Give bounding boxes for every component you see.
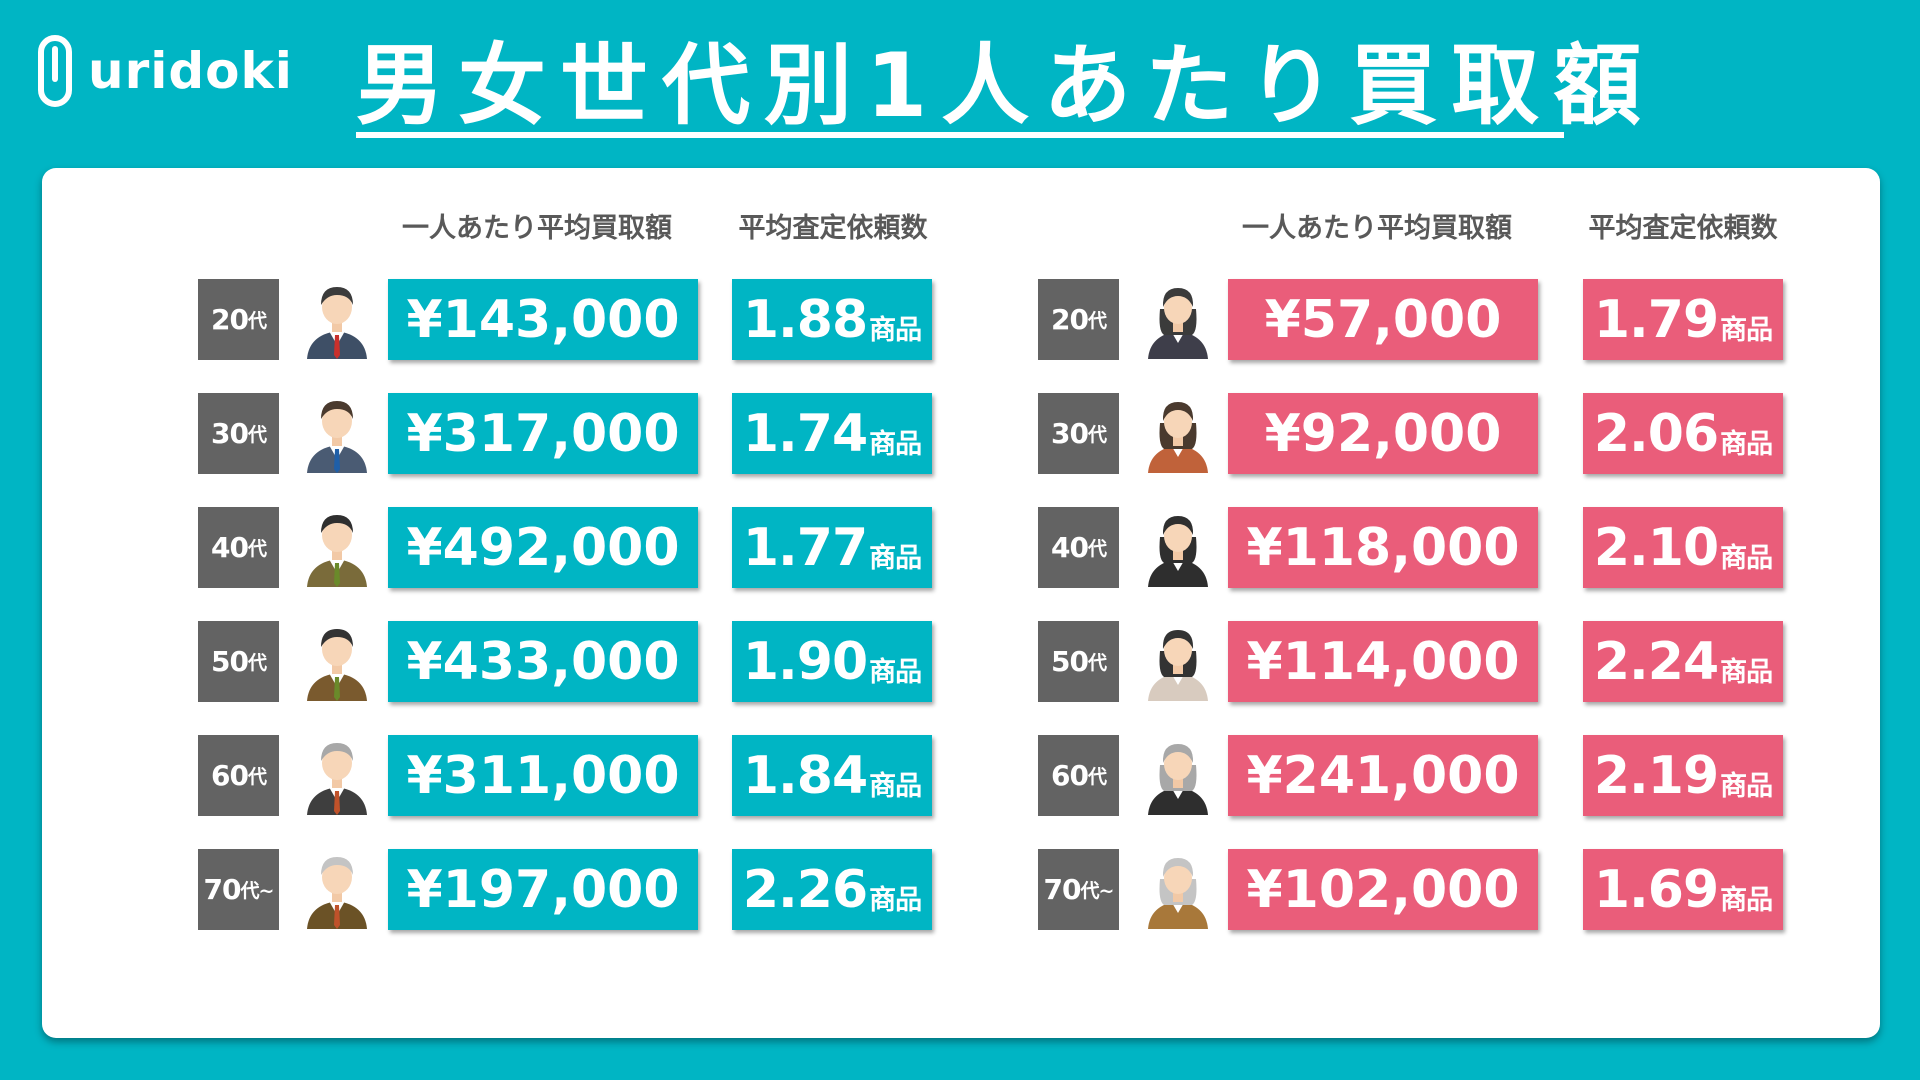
female-age-label: 50 代 — [1038, 621, 1119, 702]
female-amount-value: ¥57,000 — [1228, 279, 1538, 360]
count-unit: 商品 — [1720, 657, 1773, 688]
title-underline — [356, 132, 1564, 138]
senior-man-icon — [301, 735, 373, 815]
female-age-label: 20 代 — [1038, 279, 1119, 360]
middle-aged-man-icon — [301, 621, 373, 701]
male-count-header: 平均査定依頼数 — [738, 213, 928, 244]
male-age-label: 30 代 — [198, 393, 279, 474]
male-amount-value: ¥492,000 — [388, 507, 698, 588]
count-unit: 商品 — [869, 885, 922, 916]
count-unit: 商品 — [869, 771, 922, 802]
female-amount-value: ¥241,000 — [1228, 735, 1538, 816]
female-amount-header: 一人あたり平均買取額 — [1242, 213, 1512, 244]
count-unit: 商品 — [1720, 543, 1773, 574]
uridoki-logo: uridoki — [38, 30, 293, 112]
male-amount-value: ¥143,000 — [388, 279, 698, 360]
count-unit: 商品 — [869, 657, 922, 688]
male-age-label: 50 代 — [198, 621, 279, 702]
middle-aged-woman-icon — [1142, 621, 1214, 701]
elderly-woman-icon — [1142, 849, 1214, 929]
female-count-header: 平均査定依頼数 — [1588, 213, 1778, 244]
female-count-value: 2.19 商品 — [1583, 735, 1783, 816]
female-count-value: 2.06 商品 — [1583, 393, 1783, 474]
male-count-value: 1.84 商品 — [732, 735, 932, 816]
male-amount-header: 一人あたり平均買取額 — [402, 213, 672, 244]
female-count-value: 2.24 商品 — [1583, 621, 1783, 702]
male-amount-value: ¥311,000 — [388, 735, 698, 816]
elderly-man-icon — [301, 849, 373, 929]
female-amount-value: ¥102,000 — [1228, 849, 1538, 930]
male-age-label: 40 代 — [198, 507, 279, 588]
male-count-value: 1.90 商品 — [732, 621, 932, 702]
count-unit: 商品 — [869, 543, 922, 574]
count-unit: 商品 — [869, 315, 922, 346]
male-amount-value: ¥317,000 — [388, 393, 698, 474]
female-count-value: 1.79 商品 — [1583, 279, 1783, 360]
female-age-label: 70 代~ — [1038, 849, 1119, 930]
count-unit: 商品 — [869, 429, 922, 460]
middle-aged-woman-icon — [1142, 507, 1214, 587]
female-age-label: 40 代 — [1038, 507, 1119, 588]
count-unit: 商品 — [1720, 315, 1773, 346]
male-count-value: 1.88 商品 — [732, 279, 932, 360]
female-count-value: 1.69 商品 — [1583, 849, 1783, 930]
senior-woman-icon — [1142, 735, 1214, 815]
male-age-label: 70 代~ — [198, 849, 279, 930]
female-age-label: 60 代 — [1038, 735, 1119, 816]
middle-aged-man-icon — [301, 507, 373, 587]
male-count-value: 1.74 商品 — [732, 393, 932, 474]
male-count-value: 2.26 商品 — [732, 849, 932, 930]
count-unit: 商品 — [1720, 771, 1773, 802]
female-amount-value: ¥118,000 — [1228, 507, 1538, 588]
count-unit: 商品 — [1720, 885, 1773, 916]
count-unit: 商品 — [1720, 429, 1773, 460]
female-age-label: 30 代 — [1038, 393, 1119, 474]
male-amount-value: ¥433,000 — [388, 621, 698, 702]
content-panel: 一人あたり平均買取額 平均査定依頼数 一人あたり平均買取額 平均査定依頼数 20… — [42, 168, 1880, 1038]
woman-icon — [1142, 393, 1214, 473]
man-icon — [301, 393, 373, 473]
logo-text: uridoki — [88, 42, 293, 100]
female-count-value: 2.10 商品 — [1583, 507, 1783, 588]
young-man-icon — [301, 279, 373, 359]
male-amount-value: ¥197,000 — [388, 849, 698, 930]
male-count-value: 1.77 商品 — [732, 507, 932, 588]
page-title: 男女世代別1人あたり買取額 — [356, 34, 1656, 137]
male-age-label: 20 代 — [198, 279, 279, 360]
young-woman-icon — [1142, 279, 1214, 359]
logo-mark-icon — [38, 35, 72, 107]
male-age-label: 60 代 — [198, 735, 279, 816]
female-amount-value: ¥92,000 — [1228, 393, 1538, 474]
female-amount-value: ¥114,000 — [1228, 621, 1538, 702]
